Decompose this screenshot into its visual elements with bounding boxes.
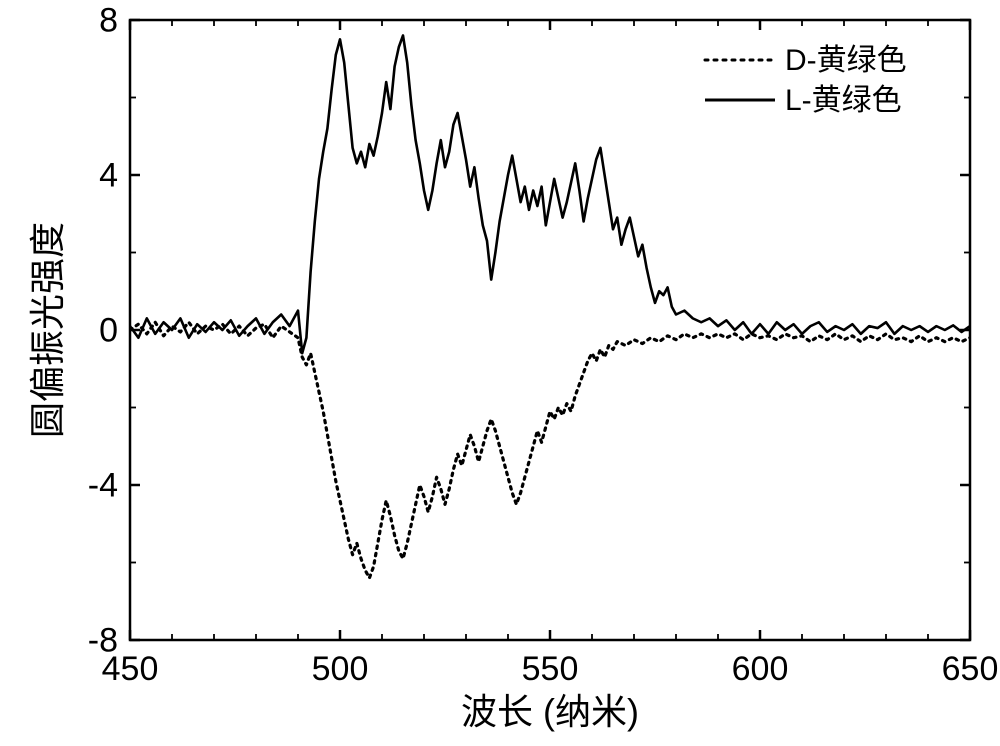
svg-text:0: 0 <box>99 311 118 349</box>
svg-text:波长 (纳米): 波长 (纳米) <box>461 691 639 732</box>
svg-text:L-黄绿色: L-黄绿色 <box>785 84 902 117</box>
svg-text:500: 500 <box>312 650 369 688</box>
svg-text:4: 4 <box>99 156 118 194</box>
svg-text:-4: -4 <box>88 466 118 504</box>
svg-text:-8: -8 <box>88 621 118 659</box>
line-chart: 450500550600650-8-4048波长 (纳米)圆偏振光强度D-黄绿色… <box>0 0 1000 746</box>
svg-text:8: 8 <box>99 1 118 39</box>
svg-text:550: 550 <box>522 650 579 688</box>
svg-text:600: 600 <box>732 650 789 688</box>
svg-text:D-黄绿色: D-黄绿色 <box>785 44 907 77</box>
svg-text:650: 650 <box>942 650 999 688</box>
chart-container: 450500550600650-8-4048波长 (纳米)圆偏振光强度D-黄绿色… <box>0 0 1000 746</box>
svg-text:圆偏振光强度: 圆偏振光强度 <box>27 222 68 438</box>
